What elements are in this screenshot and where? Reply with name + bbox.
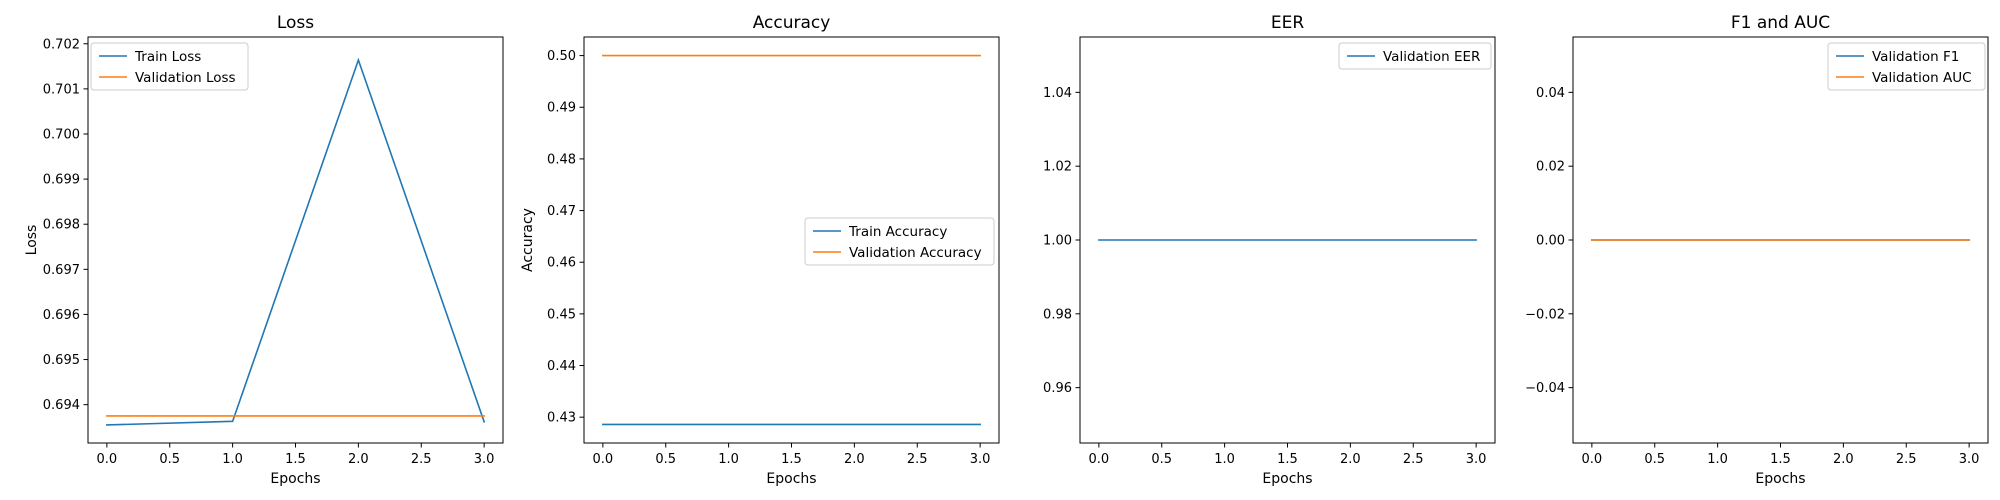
legend-entry-label: Validation Loss — [135, 70, 236, 86]
y-tick-label: 0.98 — [1043, 307, 1072, 322]
x-tick-label: 3.0 — [970, 452, 991, 467]
x-tick-label: 0.5 — [1644, 452, 1665, 467]
x-tick-label: 1.0 — [718, 452, 739, 467]
x-axis-label: Epochs — [1755, 471, 1805, 487]
x-tick-label: 1.0 — [1707, 452, 1728, 467]
x-tick-label: 3.0 — [1466, 452, 1487, 467]
y-tick-label: 0.694 — [43, 398, 80, 413]
y-tick-label: 1.02 — [1043, 160, 1072, 175]
x-axis-label: Epochs — [766, 471, 816, 487]
axes-frame — [1572, 36, 1989, 444]
x-tick-label: 2.5 — [907, 452, 928, 467]
legend: Validation F1 Validation AUC — [1827, 42, 1986, 91]
x-tick-label: 2.5 — [1896, 452, 1917, 467]
y-tick-label: 0.49 — [547, 101, 576, 116]
x-axis-label: Epochs — [270, 471, 320, 487]
legend-box — [804, 217, 995, 266]
chart-title: Loss — [277, 13, 314, 33]
y-tick-label: 0.47 — [547, 204, 576, 219]
chart-panel-4: 0.0 0.5 1.0 1.5 2.0 2.5 3.0 −0.04 −0.02 0.00 0.02 0… — [1525, 13, 1989, 487]
y-tick-label: 0.44 — [547, 359, 576, 374]
series-line-1 — [106, 57, 486, 426]
legend-entry-label: Train Loss — [134, 49, 201, 65]
x-axis-label: Epochs — [1262, 471, 1312, 487]
x-tick-label: 3.0 — [1959, 452, 1980, 467]
x-tick-label: 1.0 — [222, 452, 243, 467]
legend-box — [1827, 42, 1986, 91]
y-axis-label: Loss — [24, 225, 40, 256]
x-tick-label: 0.0 — [97, 452, 118, 467]
axes-frame — [87, 36, 504, 444]
y-tick-label: 0.695 — [43, 353, 80, 368]
y-tick-label: 0.00 — [1536, 234, 1565, 249]
x-tick-label: 0.5 — [159, 452, 180, 467]
chart-panel-2: 0.0 0.5 1.0 1.5 2.0 2.5 3.0 0.43 0.44 0.45 0.46 0.4… — [520, 13, 1000, 487]
y-tick-label: −0.02 — [1525, 307, 1565, 322]
legend: Train Accuracy Validation Accuracy — [804, 217, 995, 266]
legend-entry-label: Validation EER — [1383, 49, 1480, 65]
x-tick-label: 2.5 — [411, 452, 432, 467]
legend-entry-label: Validation Accuracy — [849, 245, 982, 261]
x-tick-label: 2.0 — [1340, 452, 1361, 467]
y-tick-label: 0.46 — [547, 256, 576, 271]
legend-entry-label: Validation F1 — [1872, 49, 1959, 65]
x-tick-label: 1.5 — [285, 452, 306, 467]
x-tick-label: 2.0 — [348, 452, 369, 467]
x-tick-label: 1.0 — [1214, 452, 1235, 467]
x-tick-label: 1.5 — [1770, 452, 1791, 467]
legend: Train Loss Validation Loss — [90, 42, 249, 91]
y-tick-label: 0.699 — [43, 173, 80, 188]
legend-entry-label: Train Accuracy — [848, 224, 947, 240]
chart-panel-1: 0.0 0.5 1.0 1.5 2.0 2.5 3.0 0.694 0.695 0.696 0.69… — [24, 13, 504, 487]
y-tick-label: 0.04 — [1536, 86, 1565, 101]
y-tick-label: 0.696 — [43, 308, 80, 323]
x-tick-label: 0.5 — [655, 452, 676, 467]
x-tick-label: 1.5 — [1277, 452, 1298, 467]
legend: Validation EER — [1338, 42, 1492, 70]
x-tick-label: 0.0 — [1089, 452, 1110, 467]
legend-entry-label: Validation AUC — [1872, 70, 1972, 86]
x-tick-label: 2.0 — [1833, 452, 1854, 467]
y-tick-label: 0.50 — [547, 49, 576, 64]
x-tick-label: 0.5 — [1151, 452, 1172, 467]
y-tick-label: 0.697 — [43, 263, 80, 278]
y-axis-label: Accuracy — [520, 208, 536, 272]
y-tick-label: 0.02 — [1536, 160, 1565, 175]
x-tick-label: 0.0 — [593, 452, 614, 467]
axes-frame — [1079, 36, 1496, 444]
y-tick-label: 0.45 — [547, 307, 576, 322]
y-tick-label: 1.00 — [1043, 234, 1072, 249]
chart-panel-3: 0.0 0.5 1.0 1.5 2.0 2.5 3.0 0.96 0.98 1.00 1.02 1.0… — [1043, 13, 1496, 487]
x-tick-label: 1.5 — [781, 452, 802, 467]
chart-title: EER — [1271, 13, 1304, 33]
chart-title: F1 and AUC — [1731, 13, 1830, 33]
y-tick-label: 0.96 — [1043, 381, 1072, 396]
y-tick-label: 0.43 — [547, 411, 576, 426]
legend-box — [90, 42, 249, 91]
y-tick-label: 0.48 — [547, 152, 576, 167]
y-tick-label: 1.04 — [1043, 86, 1072, 101]
x-tick-label: 0.0 — [1582, 452, 1603, 467]
x-tick-label: 3.0 — [474, 452, 495, 467]
y-tick-label: 0.701 — [43, 82, 80, 97]
x-tick-label: 2.0 — [844, 452, 865, 467]
y-tick-label: −0.04 — [1525, 381, 1565, 396]
legend-box — [1338, 42, 1492, 70]
x-tick-label: 2.5 — [1403, 452, 1424, 467]
axes-frame — [583, 36, 1000, 444]
chart-title: Accuracy — [753, 13, 831, 33]
y-tick-label: 0.700 — [43, 127, 80, 142]
y-tick-label: 0.698 — [43, 218, 80, 233]
y-tick-label: 0.702 — [43, 37, 80, 52]
